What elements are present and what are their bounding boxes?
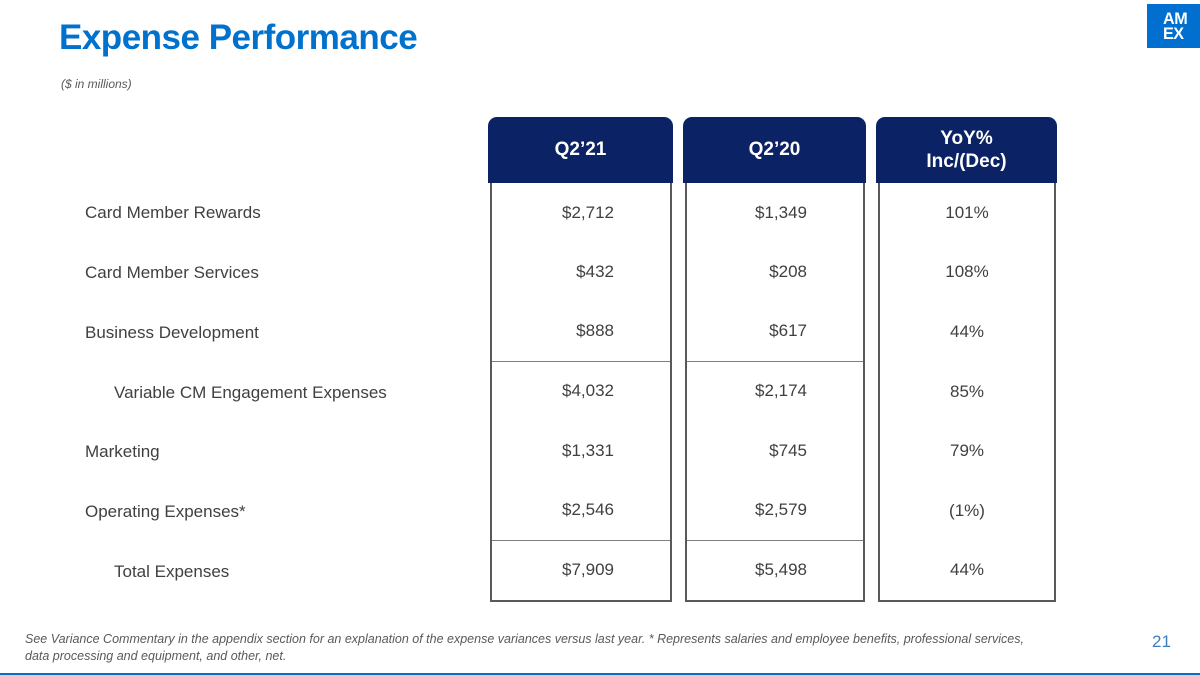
amex-logo: AM EX xyxy=(1147,4,1200,48)
row-label: Operating Expenses* xyxy=(85,502,246,522)
column-header-q2-20: Q2’20 xyxy=(683,117,866,183)
column-header-yoy: YoY% Inc/(Dec) xyxy=(876,117,1057,183)
row-label: Variable CM Engagement Expenses xyxy=(114,382,387,402)
amex-logo-text-top: AM xyxy=(1163,9,1188,28)
row-labels-column: Card Member Rewards Card Member Services B… xyxy=(85,183,483,602)
row-label: Marketing xyxy=(85,442,160,462)
values-column-q2-21: $2,712 $432 $888 $4,032 $1,331 $2,546 $7,909 xyxy=(490,183,672,602)
cell-value: $617 xyxy=(769,321,807,341)
column-header-label: Q2’21 xyxy=(554,139,607,161)
cell-value: 108% xyxy=(945,262,989,282)
values-column-yoy: 101% 108% 44% 85% 79% (1%) 44% xyxy=(878,183,1056,602)
footnote: See Variance Commentary in the appendix … xyxy=(25,631,1115,666)
footnote-line-2: data processing and equipment, and other… xyxy=(25,649,287,664)
row-label: Card Member Services xyxy=(85,262,259,282)
cell-value: $7,909 xyxy=(492,539,670,600)
values-column-q2-20: $1,349 $208 $617 $2,174 $745 $2,579 $5,498 xyxy=(685,183,865,602)
cell-value: 101% xyxy=(945,202,989,222)
cell-value: 79% xyxy=(949,441,985,461)
column-header-q2-21: Q2’21 xyxy=(488,117,673,183)
cell-value: $745 xyxy=(769,440,807,460)
cell-value: $2,174 xyxy=(687,360,863,421)
cell-value: $432 xyxy=(576,261,614,281)
cell-value: $2,712 xyxy=(562,202,614,222)
cell-value: $2,546 xyxy=(562,500,614,520)
cell-value: $4,032 xyxy=(492,360,670,421)
column-header-label-line2: Inc/(Dec) xyxy=(926,151,1007,172)
page-number: 21 xyxy=(1152,632,1171,651)
amex-logo-text-bottom: EX xyxy=(1163,24,1184,43)
row-label: Total Expenses xyxy=(114,562,230,582)
cell-value: $208 xyxy=(769,261,807,281)
bottom-accent-rule xyxy=(0,673,1200,675)
footnote-line-1: See Variance Commentary in the appendix … xyxy=(25,632,1024,646)
column-header-label-line1: YoY% xyxy=(940,127,993,149)
row-label: Card Member Rewards xyxy=(85,202,261,222)
cell-value: $1,349 xyxy=(755,202,807,222)
cell-value: $1,331 xyxy=(562,440,614,460)
cell-value: 85% xyxy=(949,381,985,401)
row-label: Business Development xyxy=(85,322,259,342)
column-header-label: Q2’20 xyxy=(748,139,801,161)
page-title: Expense Performance xyxy=(59,18,418,57)
cell-value: 44% xyxy=(949,321,985,341)
cell-value: $2,579 xyxy=(755,500,807,520)
units-note: ($ in millions) xyxy=(61,77,132,91)
cell-value: $888 xyxy=(576,321,614,341)
cell-value: 44% xyxy=(949,560,985,580)
cell-value: (1%) xyxy=(949,500,985,520)
cell-value: $5,498 xyxy=(687,539,863,600)
